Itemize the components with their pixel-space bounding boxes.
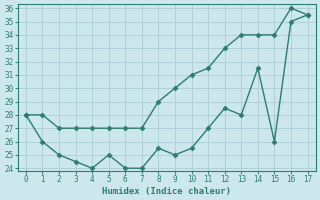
X-axis label: Humidex (Indice chaleur): Humidex (Indice chaleur) [102, 187, 231, 196]
